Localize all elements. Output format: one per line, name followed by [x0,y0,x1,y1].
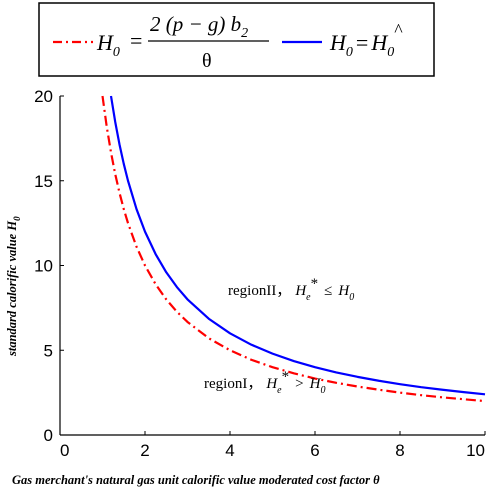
legend-formula-numerator: 2 (p − g) b2 [150,12,248,41]
y-axis-label: standard calorific value H0 [5,216,22,357]
x-tick-label: 8 [395,441,404,460]
x-tick-label: 6 [310,441,319,460]
region2-annotation: regionII， He* ≤ H0 [228,276,354,303]
legend-formula-lhs: H0 [96,30,120,60]
x-tick-label: 4 [225,441,234,460]
x-ticks: 0 2 4 6 8 10 [59,431,486,460]
y-tick-label: 10 [34,257,53,276]
axes: 0 2 4 6 8 10 0 5 10 15 20 [34,87,486,460]
series-layer [101,95,486,403]
y-ticks: 0 5 10 15 20 [34,87,64,445]
series-line-curve [109,95,486,396]
x-tick-label: 10 [466,441,485,460]
y-tick-label: 0 [44,426,53,445]
x-tick-label: 0 [60,441,69,460]
y-tick-label: 5 [44,341,53,360]
region1-annotation: regionI， He* > H0 [204,369,325,396]
legend-curve-label: H0 = H0^ [329,20,403,60]
x-tick-label: 2 [140,441,149,460]
y-tick-label: 15 [34,172,53,191]
x-axis-label: Gas merchant's natural gas unit calorifi… [12,473,380,487]
legend-frame [38,2,435,77]
legend: H0 = 2 (p − g) b2 θ H0 = H0^ [38,2,435,77]
y-tick-label: 20 [34,87,53,106]
legend-formula-denominator: θ [202,50,212,72]
series-line-threshold [101,95,486,403]
legend-formula-equals: = [130,28,142,53]
